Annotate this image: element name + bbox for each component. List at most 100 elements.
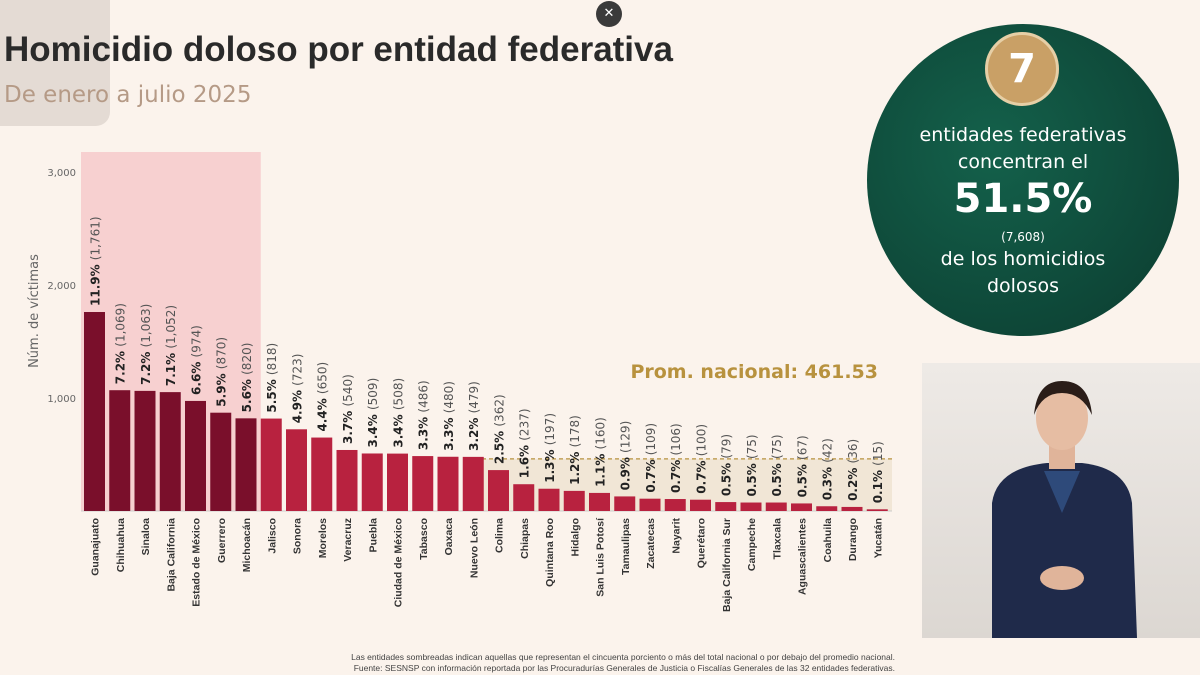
data-label-count: (178) bbox=[568, 415, 582, 447]
x-tick-label: Querétaro bbox=[696, 518, 708, 568]
data-label: 3.3% (486) bbox=[417, 380, 431, 450]
page-subtitle: De enero a julio 2025 bbox=[4, 82, 252, 108]
data-label-count: (106) bbox=[669, 423, 683, 455]
data-label: 3.7% (540) bbox=[341, 374, 355, 444]
x-tick-label: Durango bbox=[847, 518, 859, 561]
x-tick-label: Tamaulipas bbox=[620, 518, 632, 575]
data-label: 0.7% (109) bbox=[644, 423, 658, 493]
data-label-percent: 2.5% bbox=[493, 427, 507, 464]
data-label-count: (974) bbox=[190, 325, 204, 357]
x-tick-label: Estado de México bbox=[191, 518, 203, 607]
data-label: 3.2% (479) bbox=[467, 381, 481, 451]
callout-percent: 51.5% bbox=[953, 176, 1093, 222]
data-label-percent: 0.5% bbox=[720, 459, 734, 496]
data-label-count: (1,052) bbox=[164, 305, 178, 349]
bar-yucatán bbox=[866, 509, 888, 511]
bar-tabasco bbox=[412, 456, 434, 511]
data-label-count: (362) bbox=[493, 394, 507, 426]
x-tick-label: Michoacán bbox=[241, 518, 253, 572]
data-label: 4.4% (650) bbox=[316, 362, 330, 432]
data-label-count: (36) bbox=[846, 439, 860, 464]
x-tick-label: Guanajuato bbox=[90, 518, 102, 576]
data-label-count: (1,761) bbox=[89, 216, 103, 260]
x-tick-label: Campeche bbox=[746, 518, 758, 571]
callout-number: 7 bbox=[985, 32, 1059, 106]
bar-puebla bbox=[361, 453, 383, 511]
data-label-percent: 7.2% bbox=[114, 347, 128, 384]
callout-text-2: de los homicidios dolosos bbox=[940, 248, 1106, 297]
bar-san-luis-potosí bbox=[589, 492, 610, 511]
bar-querétaro bbox=[690, 499, 711, 511]
bar-chihuahua bbox=[109, 390, 131, 511]
bar-quintana-roo bbox=[538, 488, 560, 511]
x-tick-label: Colima bbox=[494, 518, 506, 553]
data-label: 5.6% (820) bbox=[240, 343, 254, 413]
x-tick-label: Coahuila bbox=[822, 518, 834, 562]
x-tick-label: Veracruz bbox=[342, 518, 354, 562]
data-label-count: (75) bbox=[745, 434, 759, 459]
bar-durango bbox=[841, 506, 863, 511]
data-label: 5.5% (818) bbox=[265, 343, 279, 413]
data-label-count: (1,069) bbox=[114, 303, 128, 347]
data-label-percent: 1.1% bbox=[594, 449, 608, 486]
data-label-count: (160) bbox=[594, 417, 608, 449]
data-label: 7.2% (1,063) bbox=[139, 304, 153, 385]
bar-ciudad-de-méxico bbox=[387, 453, 408, 511]
bar-sonora bbox=[286, 429, 307, 511]
bar-tamaulipas bbox=[614, 496, 636, 511]
x-tick-label: Oaxaca bbox=[443, 518, 455, 556]
data-label-count: (509) bbox=[366, 378, 380, 410]
bar-nayarit bbox=[664, 499, 686, 511]
data-label-percent: 3.3% bbox=[442, 413, 456, 450]
interpreter-figure bbox=[992, 381, 1137, 638]
data-label-count: (15) bbox=[871, 441, 885, 466]
data-label-count: (479) bbox=[467, 381, 481, 413]
sign-language-interpreter-video bbox=[922, 363, 1200, 638]
x-tick-label: Hidalgo bbox=[569, 518, 581, 557]
bar-oaxaca bbox=[437, 456, 459, 511]
data-label: 0.3% (42) bbox=[821, 438, 835, 500]
x-tick-label: Quintana Roo bbox=[544, 518, 556, 587]
data-label: 0.7% (106) bbox=[669, 423, 683, 493]
y-axis-label: Núm. de víctimas bbox=[27, 254, 42, 368]
footnote-source: Fuente: SESNSP con información reportada… bbox=[353, 663, 895, 673]
data-label-percent: 5.5% bbox=[265, 375, 279, 412]
data-label-percent: 11.9% bbox=[89, 260, 103, 306]
data-label-count: (508) bbox=[392, 378, 406, 410]
data-label-count: (820) bbox=[240, 343, 254, 375]
logo-overlay bbox=[0, 0, 110, 126]
data-label-count: (723) bbox=[291, 354, 305, 386]
data-label-percent: 4.4% bbox=[316, 394, 330, 431]
bar-zacatecas bbox=[639, 498, 661, 511]
x-tick-label: Baja California bbox=[165, 518, 177, 592]
bar-jalisco bbox=[260, 418, 282, 511]
data-label-percent: 4.9% bbox=[291, 386, 305, 423]
data-label-percent: 0.1% bbox=[871, 466, 885, 503]
data-label-count: (42) bbox=[821, 438, 835, 463]
data-label: 1.6% (237) bbox=[518, 408, 532, 478]
x-tick-label: Morelos bbox=[317, 518, 329, 558]
callout-count: (7,608) bbox=[1001, 230, 1045, 244]
x-tick-label: Baja California Sur bbox=[721, 518, 733, 612]
bar-baja-california bbox=[159, 392, 181, 511]
data-label-percent: 0.9% bbox=[619, 453, 633, 490]
data-label-percent: 5.6% bbox=[240, 375, 254, 412]
data-label: 0.7% (100) bbox=[695, 424, 709, 494]
x-tick-label: Tabasco bbox=[418, 518, 430, 560]
data-label-count: (67) bbox=[796, 435, 810, 460]
data-label: 3.4% (509) bbox=[366, 378, 380, 448]
data-label-percent: 1.2% bbox=[568, 447, 582, 484]
data-label-count: (650) bbox=[316, 362, 330, 394]
data-label-percent: 0.2% bbox=[846, 463, 860, 500]
x-tick-label: Puebla bbox=[367, 518, 379, 553]
data-label-percent: 3.7% bbox=[341, 407, 355, 444]
data-label: 7.1% (1,052) bbox=[164, 305, 178, 386]
footnote: Las entidades sombreadas indican aquella… bbox=[185, 652, 895, 674]
close-icon[interactable]: ✕ bbox=[596, 1, 622, 27]
bar-michoacán bbox=[235, 418, 257, 511]
data-label: 0.5% (75) bbox=[770, 434, 784, 496]
bar-campeche bbox=[740, 502, 762, 511]
data-label-count: (237) bbox=[518, 408, 532, 440]
data-label-percent: 1.6% bbox=[518, 441, 532, 478]
bar-guerrero bbox=[210, 412, 232, 511]
